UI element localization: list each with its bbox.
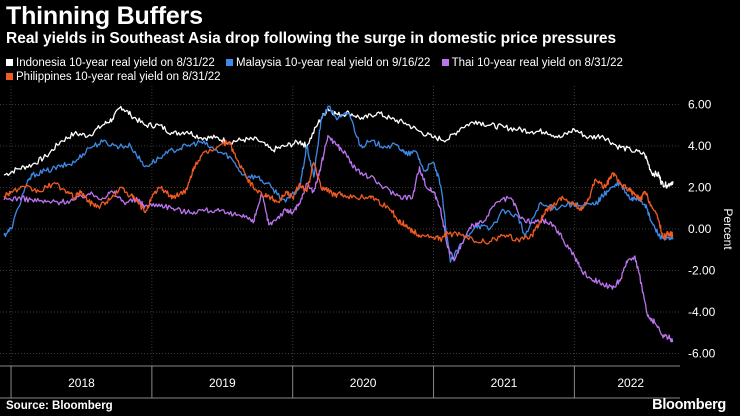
legend-item-malaysia: Malaysia 10-year real yield on 9/16/22	[226, 56, 430, 70]
legend-label-philippines: Philippines 10-year real yield on 8/31/2…	[16, 71, 221, 83]
y-tick-label: -6.00	[688, 347, 716, 361]
legend-item-indonesia: Indonesia 10-year real yield on 8/31/22	[6, 56, 215, 70]
chart-subtitle: Real yields in Southeast Asia drop follo…	[6, 30, 617, 47]
source-note: Source: Bloomberg	[6, 400, 113, 412]
legend-item-thai: Thai 10-year real yield on 8/31/22	[441, 56, 623, 70]
y-tick-label: 2.00	[688, 180, 712, 194]
y-tick-label: 4.00	[688, 139, 712, 153]
legend-label-malaysia: Malaysia 10-year real yield on 9/16/22	[236, 57, 431, 69]
x-tick-label: 2019	[209, 376, 236, 390]
y-axis-label: Percent	[721, 208, 735, 250]
x-tick-label: 2018	[68, 376, 95, 390]
x-tick-label: 2022	[617, 376, 644, 390]
x-tick-label: 2021	[491, 376, 518, 390]
y-tick-label: 0.00	[688, 222, 712, 236]
grid-layer	[0, 86, 680, 366]
x-tick-label: 2020	[350, 376, 377, 390]
axis-layer: 6.00 4.00 2.00 0.00 -2.00 -4.00 -6.00 2018 2019 2…	[0, 97, 735, 399]
chart-title: Thinning Buffers	[6, 2, 203, 30]
series-line-malaysia	[3, 105, 674, 263]
legend-swatch-philippines	[6, 73, 13, 80]
y-tick-label: -2.00	[688, 264, 716, 278]
legend: Indonesia 10-year real yield on 8/31/22 …	[6, 56, 736, 84]
legend-swatch-malaysia	[226, 59, 234, 66]
series-layer	[3, 105, 674, 343]
series-line-philippines	[3, 139, 674, 245]
series-line-thai	[3, 134, 674, 343]
legend-swatch-thai	[441, 59, 449, 66]
y-tick-label: -4.00	[688, 305, 716, 319]
legend-label-indonesia: Indonesia 10-year real yield on 8/31/22	[16, 57, 215, 69]
y-tick-label: 6.00	[688, 97, 712, 111]
legend-label-thai: Thai 10-year real yield on 8/31/22	[451, 57, 623, 69]
bloomberg-logo: Bloomberg	[652, 397, 726, 413]
legend-swatch-indonesia	[6, 59, 13, 66]
legend-item-philippines: Philippines 10-year real yield on 8/31/2…	[6, 70, 221, 84]
